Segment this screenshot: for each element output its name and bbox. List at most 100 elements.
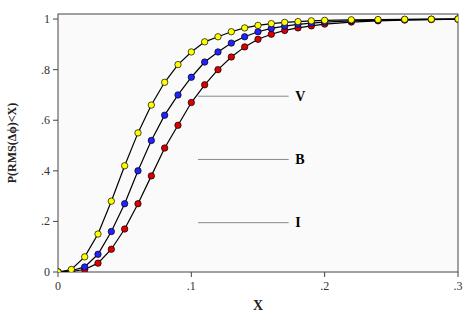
series-point bbox=[161, 79, 167, 85]
plot-background bbox=[58, 14, 458, 272]
series-point bbox=[175, 122, 181, 128]
series-point bbox=[228, 29, 234, 35]
series bbox=[58, 16, 458, 272]
series-point bbox=[455, 16, 458, 22]
y-tick bbox=[53, 19, 58, 20]
y-tick-label: .2 bbox=[41, 214, 50, 228]
annotation-label: I bbox=[295, 215, 300, 230]
x-tick bbox=[191, 272, 192, 277]
series-point bbox=[228, 54, 234, 60]
y-tick bbox=[53, 170, 58, 171]
series-point bbox=[135, 201, 141, 207]
annotations: V B I bbox=[295, 89, 305, 230]
series-point bbox=[321, 17, 327, 23]
series-point bbox=[215, 49, 221, 55]
y-tick-label: .8 bbox=[41, 63, 50, 77]
series-point bbox=[135, 130, 141, 136]
y-tick bbox=[53, 272, 58, 273]
data-area bbox=[58, 16, 458, 272]
series-point bbox=[241, 44, 247, 50]
x-tick-label: .2 bbox=[320, 279, 329, 293]
series-point bbox=[375, 16, 381, 22]
series-point bbox=[108, 228, 114, 234]
annotation-line bbox=[198, 96, 289, 97]
series-point bbox=[188, 49, 194, 55]
x-tick bbox=[58, 272, 59, 277]
y-tick bbox=[53, 221, 58, 222]
series-point bbox=[241, 25, 247, 31]
chart: 0 .1 .2 .3 0 .2 .4 .6 .8 1 X P(RMS(Δϕ)<X) V B I bbox=[0, 0, 474, 318]
series-point bbox=[121, 163, 127, 169]
annotation-line bbox=[198, 222, 289, 223]
series-line bbox=[58, 19, 458, 272]
series-point bbox=[255, 29, 261, 35]
series-point bbox=[161, 145, 167, 151]
x-tick-label: .1 bbox=[187, 279, 196, 293]
series-point bbox=[95, 260, 101, 266]
series-point bbox=[81, 254, 87, 260]
series-point bbox=[255, 36, 261, 42]
series-point bbox=[228, 40, 234, 46]
series-point bbox=[401, 16, 407, 22]
series-point bbox=[215, 34, 221, 40]
plot-frame bbox=[58, 14, 458, 272]
series-point bbox=[58, 269, 61, 272]
annotation-label: B bbox=[295, 152, 304, 167]
series-point bbox=[95, 251, 101, 257]
series-point bbox=[135, 168, 141, 174]
series-point bbox=[455, 16, 458, 22]
series-point bbox=[295, 18, 301, 24]
series-point bbox=[401, 17, 407, 23]
series-point bbox=[241, 34, 247, 40]
series-point bbox=[268, 31, 274, 37]
series-point bbox=[401, 16, 407, 22]
series-point bbox=[348, 17, 354, 23]
y-axis-label: P(RMS(Δϕ)<X) bbox=[5, 103, 19, 184]
series-point bbox=[455, 16, 458, 22]
series-line bbox=[58, 19, 458, 272]
series-point bbox=[268, 20, 274, 26]
annotation-line bbox=[198, 159, 289, 160]
series bbox=[58, 16, 458, 272]
series-point bbox=[58, 269, 61, 272]
series-point bbox=[121, 201, 127, 207]
series-point bbox=[428, 16, 434, 22]
y-tick-label: .6 bbox=[41, 113, 50, 127]
y-tick-label: 1 bbox=[44, 12, 50, 26]
series-point bbox=[175, 61, 181, 67]
y-tick bbox=[53, 120, 58, 121]
series-point bbox=[255, 22, 261, 28]
series-point bbox=[428, 16, 434, 22]
series-point bbox=[148, 102, 154, 108]
series-point bbox=[428, 16, 434, 22]
series-point bbox=[308, 18, 314, 24]
y-tick-label: 0 bbox=[44, 265, 50, 279]
series-point bbox=[188, 99, 194, 105]
series-point bbox=[108, 246, 114, 252]
series-point bbox=[175, 92, 181, 98]
x-tick-label: .3 bbox=[454, 279, 463, 293]
x-tick bbox=[324, 272, 325, 277]
y-tick-label: .4 bbox=[41, 164, 50, 178]
x-tick bbox=[458, 272, 459, 277]
series-point bbox=[148, 173, 154, 179]
series-point bbox=[81, 264, 87, 270]
series-point bbox=[148, 137, 154, 143]
series-point bbox=[108, 198, 114, 204]
series-point bbox=[121, 226, 127, 232]
series-point bbox=[201, 39, 207, 45]
series-point bbox=[201, 59, 207, 65]
series bbox=[58, 16, 458, 272]
series-point bbox=[375, 17, 381, 23]
x-axis-label: X bbox=[253, 298, 263, 313]
series-point bbox=[201, 82, 207, 88]
axes: 0 .1 .2 .3 0 .2 .4 .6 .8 1 bbox=[41, 12, 463, 293]
series-line bbox=[58, 19, 458, 272]
x-tick-label: 0 bbox=[55, 279, 61, 293]
series-point bbox=[68, 266, 74, 272]
series-point bbox=[95, 231, 101, 237]
annotation-label: V bbox=[295, 89, 305, 104]
y-tick bbox=[53, 69, 58, 70]
series-point bbox=[161, 112, 167, 118]
series-point bbox=[58, 269, 61, 272]
